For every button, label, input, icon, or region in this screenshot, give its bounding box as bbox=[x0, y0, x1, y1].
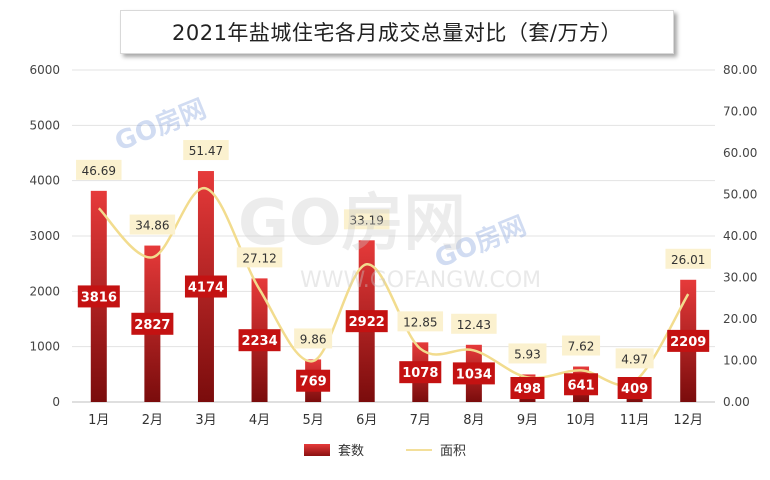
line-value-label: 27.12 bbox=[242, 251, 276, 265]
bar-label-bg bbox=[345, 310, 388, 333]
x-tick-label: 8月 bbox=[463, 413, 484, 428]
x-tick-label: 4月 bbox=[249, 413, 270, 428]
bar-value-label: 498 bbox=[514, 382, 541, 397]
y-left-tick-label: 3000 bbox=[29, 229, 60, 243]
line-label-bg bbox=[615, 348, 654, 369]
line-label-bg bbox=[451, 313, 497, 334]
bar-label-bg bbox=[77, 285, 120, 308]
line-label-bg bbox=[562, 335, 601, 356]
y-right-tick-label: 30.00 bbox=[723, 271, 757, 285]
legend-label-line: 面积 bbox=[440, 444, 467, 459]
y-left-tick-label: 6000 bbox=[29, 63, 60, 77]
x-tick-label: 9月 bbox=[517, 413, 538, 428]
line-value-label: 12.43 bbox=[457, 318, 491, 332]
y-right-tick-label: 80.00 bbox=[723, 63, 757, 77]
y-right-tick-label: 40.00 bbox=[723, 229, 757, 243]
y-right-tick-label: 20.00 bbox=[723, 312, 757, 326]
watermark-url: WWW.GOFANGW.COM bbox=[300, 268, 542, 293]
line-label-bg bbox=[183, 140, 229, 161]
line-value-label: 5.93 bbox=[514, 347, 541, 361]
legend: 套数 面积 bbox=[0, 440, 770, 459]
bar-label-bg bbox=[238, 329, 281, 352]
bar-label-bg bbox=[667, 329, 710, 352]
y-right-tick-label: 60.00 bbox=[723, 146, 757, 160]
line-value-label: 46.69 bbox=[82, 164, 116, 178]
bar-label-bg bbox=[452, 362, 495, 385]
line-label-bg bbox=[343, 209, 390, 230]
line-label-bg bbox=[76, 159, 122, 180]
y-left-tick-label: 4000 bbox=[29, 174, 60, 188]
bar-value-label: 409 bbox=[621, 382, 648, 397]
line-label-bg bbox=[129, 214, 176, 235]
x-tick-label: 11月 bbox=[620, 413, 650, 428]
bar-value-label: 2922 bbox=[349, 315, 385, 330]
legend-swatch-line bbox=[406, 448, 432, 451]
x-tick-label: 7月 bbox=[410, 413, 431, 428]
line-value-label: 12.85 bbox=[403, 315, 437, 329]
bar-label-bg bbox=[131, 312, 174, 335]
bar-value-label: 3816 bbox=[81, 290, 117, 305]
bar-value-label: 1078 bbox=[402, 366, 438, 381]
bar-label-bg bbox=[564, 373, 599, 396]
bar-label-bg bbox=[296, 369, 331, 392]
bar-label-bg bbox=[399, 361, 442, 384]
bar-value-label: 4174 bbox=[188, 281, 224, 296]
line-label-bg bbox=[508, 343, 547, 364]
bar-value-label: 2209 bbox=[670, 335, 706, 350]
legend-item-line: 面积 bbox=[406, 440, 466, 459]
series-line-area bbox=[97, 187, 690, 387]
x-tick-label: 5月 bbox=[302, 413, 323, 428]
chart-title: 2021年盐城住宅各月成交总量对比（套/万方） bbox=[171, 21, 623, 45]
line-label-bg bbox=[665, 248, 711, 269]
y-right-tick-label: 10.00 bbox=[723, 354, 757, 368]
bar-label-bg bbox=[617, 377, 652, 399]
x-tick-label: 12月 bbox=[673, 413, 703, 428]
line-label-bg bbox=[397, 311, 444, 332]
bar-value-label: 641 bbox=[567, 378, 594, 393]
y-left-tick-label: 1000 bbox=[29, 340, 60, 354]
bar-label-bg bbox=[510, 377, 545, 399]
x-tick-label: 10月 bbox=[566, 413, 596, 428]
line-value-label: 4.97 bbox=[621, 352, 648, 366]
line-label-bg bbox=[236, 247, 283, 268]
line-value-label: 51.47 bbox=[189, 144, 223, 158]
line-value-label: 26.01 bbox=[671, 253, 705, 267]
legend-swatch-bar bbox=[303, 443, 330, 456]
line-value-label: 7.62 bbox=[568, 340, 595, 354]
line-value-label: 9.86 bbox=[300, 332, 327, 346]
line-value-label: 33.19 bbox=[350, 213, 384, 227]
chart-title-box: 2021年盐城住宅各月成交总量对比（套/万方） bbox=[120, 10, 674, 54]
bar-value-label: 2234 bbox=[241, 334, 277, 349]
y-right-tick-label: 0.00 bbox=[723, 395, 750, 409]
y-left-tick-label: 0 bbox=[52, 395, 60, 409]
x-tick-label: 2月 bbox=[142, 413, 163, 428]
line-label-bg bbox=[294, 328, 333, 349]
bar-value-label: 1034 bbox=[456, 367, 492, 382]
bar-value-label: 2827 bbox=[134, 318, 170, 333]
line-value-label: 34.86 bbox=[135, 219, 169, 233]
x-tick-label: 3月 bbox=[195, 413, 216, 428]
watermark-logo-large: GO房网 bbox=[238, 186, 466, 259]
y-left-tick-label: 2000 bbox=[29, 284, 60, 298]
y-right-tick-label: 70.00 bbox=[723, 105, 757, 119]
bar-value-label: 769 bbox=[300, 375, 327, 390]
bar-label-bg bbox=[184, 275, 227, 298]
x-tick-label: 6月 bbox=[356, 413, 377, 428]
legend-item-bar: 套数 bbox=[303, 440, 364, 459]
y-right-tick-label: 50.00 bbox=[723, 188, 757, 202]
legend-label-bar: 套数 bbox=[337, 444, 364, 459]
y-left-tick-label: 5000 bbox=[29, 118, 60, 132]
x-tick-label: 1月 bbox=[88, 413, 109, 428]
